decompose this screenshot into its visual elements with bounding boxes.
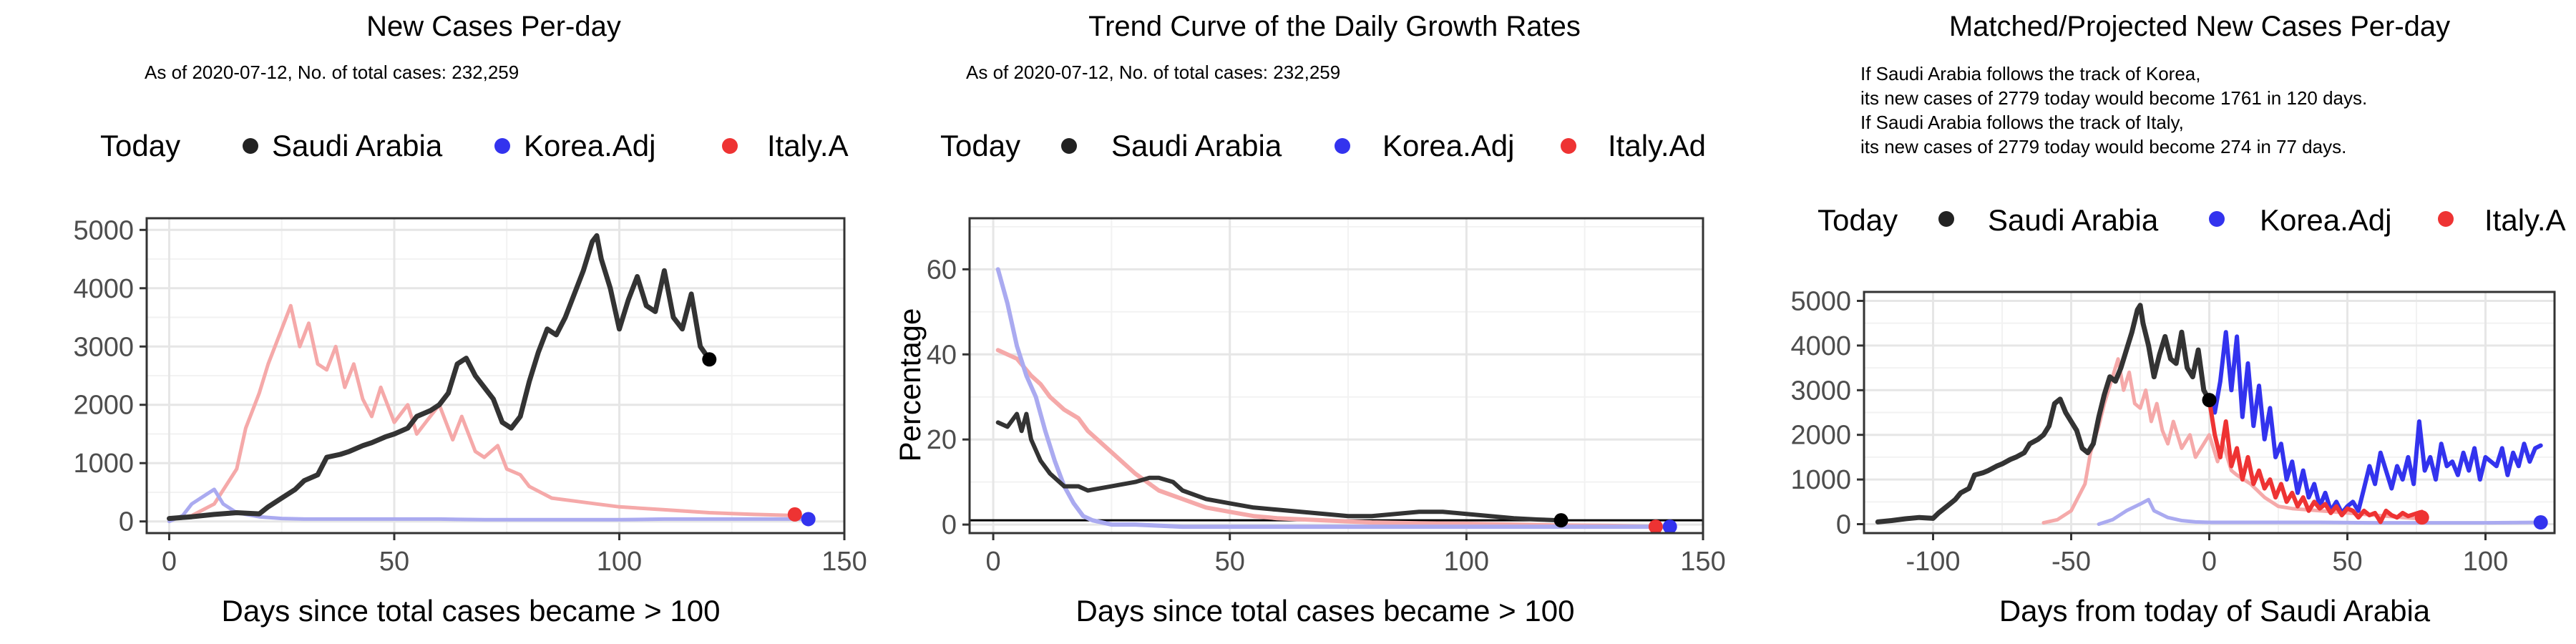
x-tick-label: 100 xyxy=(597,547,642,577)
chart-title: New Cases Per-day xyxy=(366,11,621,42)
y-tick-label: 2000 xyxy=(73,391,134,421)
x-tick-label: 0 xyxy=(2202,547,2217,577)
legend-swatch-saudi xyxy=(243,138,258,154)
y-tick-label: 3000 xyxy=(73,332,134,362)
legend-swatch-italy xyxy=(722,138,738,154)
annotation-line: If Saudi Arabia follows the track of Kor… xyxy=(1860,63,2200,84)
legend-label-today: Today xyxy=(1818,203,1898,237)
y-tick-label: 5000 xyxy=(1790,286,1851,316)
legend-label-saudi: Saudi Arabia xyxy=(1111,129,1282,162)
series-line-saudi-arabia xyxy=(1875,303,2212,525)
series-line-korea-adj-matched xyxy=(2097,497,2543,526)
series-line-italy-adj xyxy=(167,303,801,522)
y-tick-label: 1000 xyxy=(1790,465,1851,495)
series-group xyxy=(995,267,1672,530)
today-point-italy-adj xyxy=(2414,510,2429,525)
legend-label-italy: Italy.Ad xyxy=(1608,129,1706,162)
y-tick-label: 40 xyxy=(927,340,957,370)
annotation-line: If Saudi Arabia follows the track of Ita… xyxy=(1860,112,2184,133)
x-tick-label: 50 xyxy=(379,547,409,577)
y-axis-label: Percentage xyxy=(893,308,927,462)
series-line-italy-adj xyxy=(995,348,1658,530)
legend: Today Saudi Arabia Korea.Adj Italy.A xyxy=(1818,203,2566,237)
today-point-korea-adj xyxy=(2533,515,2548,530)
plot-frame xyxy=(145,217,846,535)
today-point-korea-adj xyxy=(1662,519,1677,535)
legend: Today Saudi Arabia Korea.Adj Italy.Ad xyxy=(940,129,1706,162)
x-tick-label: 50 xyxy=(2332,547,2362,577)
x-tick-label: 150 xyxy=(1680,547,1725,577)
plot-frame xyxy=(968,217,1704,535)
y-tick-label: 20 xyxy=(927,425,957,455)
plot-area: 0 50 100 150 0 1000 2000 3000 4000 5000 xyxy=(73,215,867,577)
legend-swatch-korea xyxy=(2209,211,2225,227)
today-point-italy-adj xyxy=(787,507,802,522)
today-point-saudi-arabia xyxy=(1553,513,1568,528)
chart-panel-3: Matched/Projected New Cases Per-day If S… xyxy=(1790,11,2565,628)
chart-panel-1: New Cases Per-day As of 2020-07-12, No. … xyxy=(73,11,867,628)
legend-label-today: Today xyxy=(940,129,1020,162)
today-point-italy-adj xyxy=(1648,519,1663,535)
x-tick-label: 0 xyxy=(985,547,1000,577)
x-tick-label: 100 xyxy=(2463,547,2508,577)
chart-title: Trend Curve of the Daily Growth Rates xyxy=(1088,11,1581,42)
legend-swatch-saudi xyxy=(1061,138,1077,154)
legend-label-italy: Italy.A xyxy=(2484,203,2566,237)
chart-subtitle: As of 2020-07-12, No. of total cases: 23… xyxy=(145,62,519,83)
series-line-korea-adj-projected xyxy=(2207,330,2543,515)
series-line-korea-adj xyxy=(995,267,1672,530)
today-point-saudi-arabia xyxy=(2202,393,2217,408)
y-tick-label: 4000 xyxy=(1790,331,1851,361)
series-line-italy-adj-projected xyxy=(2207,398,2424,525)
series-group xyxy=(1875,303,2543,526)
series-group xyxy=(167,233,815,524)
legend-label-today: Today xyxy=(100,129,180,162)
series-line-saudi-arabia xyxy=(995,411,1563,523)
chart-title: Matched/Projected New Cases Per-day xyxy=(1949,11,2450,42)
y-tick-label: 0 xyxy=(119,507,134,537)
legend-swatch-korea xyxy=(494,138,510,154)
x-axis-label: Days since total cases became > 100 xyxy=(1076,594,1575,628)
chart-panel-2: Trend Curve of the Daily Growth Rates As… xyxy=(893,11,1726,628)
today-point-korea-adj xyxy=(801,512,816,527)
legend-label-korea: Korea.Adj xyxy=(2260,203,2391,237)
y-tick-label: 1000 xyxy=(73,449,134,479)
legend-label-saudi: Saudi Arabia xyxy=(272,129,443,162)
legend-swatch-italy xyxy=(1561,138,1576,154)
legend-label-korea: Korea.Adj xyxy=(524,129,655,162)
annotation-line: its new cases of 2779 today would become… xyxy=(1860,136,2346,157)
annotation-line: its new cases of 2779 today would become… xyxy=(1860,87,2367,109)
y-tick-label: 3000 xyxy=(1790,376,1851,406)
y-tick-label: 2000 xyxy=(1790,421,1851,451)
legend-label-korea: Korea.Adj xyxy=(1382,129,1514,162)
y-tick-label: 60 xyxy=(927,255,957,285)
x-tick-label: 50 xyxy=(1215,547,1245,577)
legend-swatch-saudi xyxy=(1938,211,1954,227)
chart-subtitle: As of 2020-07-12, No. of total cases: 23… xyxy=(966,62,1340,83)
y-tick-label: 0 xyxy=(1836,510,1851,540)
today-point-saudi-arabia xyxy=(702,352,717,367)
y-tick-label: 0 xyxy=(942,510,957,540)
x-tick-label: -50 xyxy=(2051,547,2091,577)
legend-label-saudi: Saudi Arabia xyxy=(1988,203,2159,237)
plot-background xyxy=(970,218,1703,533)
legend: Today Saudi Arabia Korea.Adj Italy.A xyxy=(100,129,849,162)
x-tick-label: 0 xyxy=(162,547,177,577)
series-line-saudi-arabia xyxy=(167,233,712,522)
plot-area: 0 50 100 150 0 20 40 60 xyxy=(927,217,1726,577)
y-tick-label: 4000 xyxy=(73,274,134,304)
series-line-korea-adj xyxy=(167,487,815,524)
legend-swatch-italy xyxy=(2438,211,2454,227)
legend-swatch-korea xyxy=(1335,138,1350,154)
y-tick-label: 5000 xyxy=(73,215,134,245)
x-axis-label: Days since total cases became > 100 xyxy=(222,594,721,628)
x-tick-label: 150 xyxy=(821,547,867,577)
x-axis-label: Days from today of Saudi Arabia xyxy=(1999,594,2431,628)
x-tick-label: -100 xyxy=(1906,547,1960,577)
x-tick-label: 100 xyxy=(1444,547,1489,577)
annotation: If Saudi Arabia follows the track of Kor… xyxy=(1860,63,2367,157)
legend-label-italy: Italy.A xyxy=(767,129,849,162)
